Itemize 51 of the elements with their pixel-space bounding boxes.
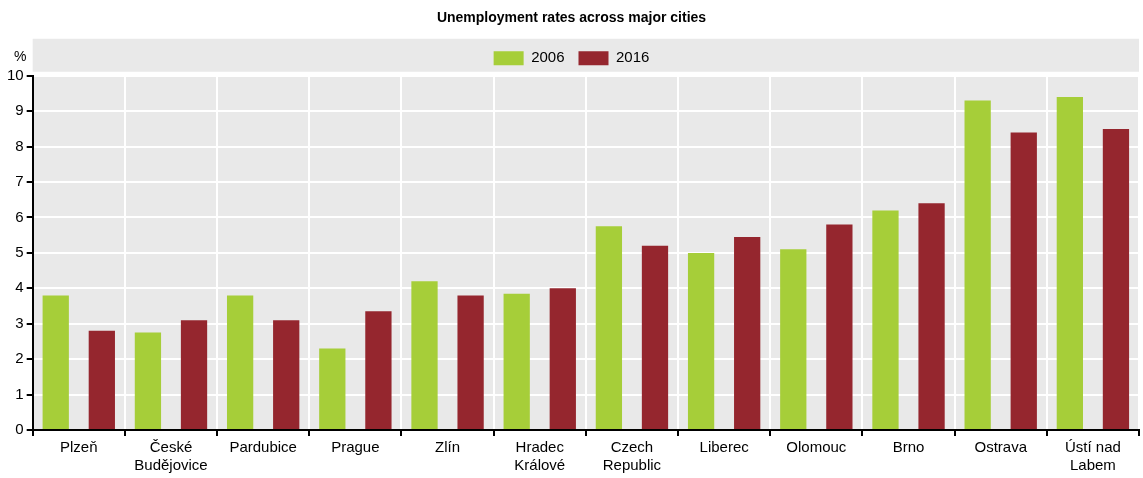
bar [595, 226, 623, 429]
x-tick-label: Pardubice [229, 438, 297, 456]
bar [365, 311, 392, 429]
x-tick-label: Plzeň [60, 438, 98, 456]
y-tick-label: 9 [15, 101, 24, 119]
x-tick-label: Hradec Králové [514, 438, 566, 474]
chart-title: Unemployment rates across major cities [436, 9, 707, 26]
y-tick-label: 1 [15, 384, 24, 402]
bar [226, 295, 254, 429]
bar [1010, 132, 1037, 429]
bar [826, 224, 853, 429]
bar [503, 293, 530, 429]
x-tick-label: České Budějovice [134, 438, 208, 474]
bar [641, 245, 669, 429]
legend-label: 2006 [531, 48, 565, 66]
bar [273, 320, 300, 429]
y-tick-label: 2 [15, 349, 24, 367]
x-tick-label: Zlín [435, 438, 461, 456]
x-tick-label: Ostrava [974, 438, 1028, 456]
bar [42, 295, 69, 429]
bar [964, 100, 991, 429]
x-tick-label: Olomouc [786, 438, 847, 456]
bar [780, 249, 807, 429]
x-tick-label: Prague [331, 438, 380, 456]
bar [411, 281, 438, 429]
y-tick-label: 7 [15, 172, 24, 190]
bar [319, 348, 346, 429]
y-axis-title: % [14, 47, 27, 64]
y-tick-label: 10 [7, 65, 24, 83]
y-tick-label: 6 [15, 207, 24, 225]
x-tick-label: Brno [892, 438, 925, 456]
bar [180, 320, 208, 429]
bar [872, 210, 899, 429]
bar [918, 203, 945, 429]
y-tick-label: 4 [15, 278, 24, 296]
bar [1056, 97, 1083, 429]
bar [687, 252, 715, 429]
x-tick-label: Liberec [699, 438, 750, 456]
bar [734, 236, 761, 429]
y-tick-label: 8 [15, 136, 24, 154]
bar [457, 295, 484, 429]
y-tick-label: 0 [15, 420, 24, 438]
y-tick-label: 5 [15, 243, 24, 261]
legend-label: 2016 [616, 48, 650, 66]
y-tick-label: 3 [15, 313, 24, 331]
bar [134, 332, 162, 429]
x-tick-label: Ústí nad Labem [1064, 438, 1121, 474]
x-tick-label: Czech Republic [602, 438, 662, 474]
bar [88, 330, 115, 429]
bar [1102, 128, 1130, 429]
bar [549, 288, 576, 429]
